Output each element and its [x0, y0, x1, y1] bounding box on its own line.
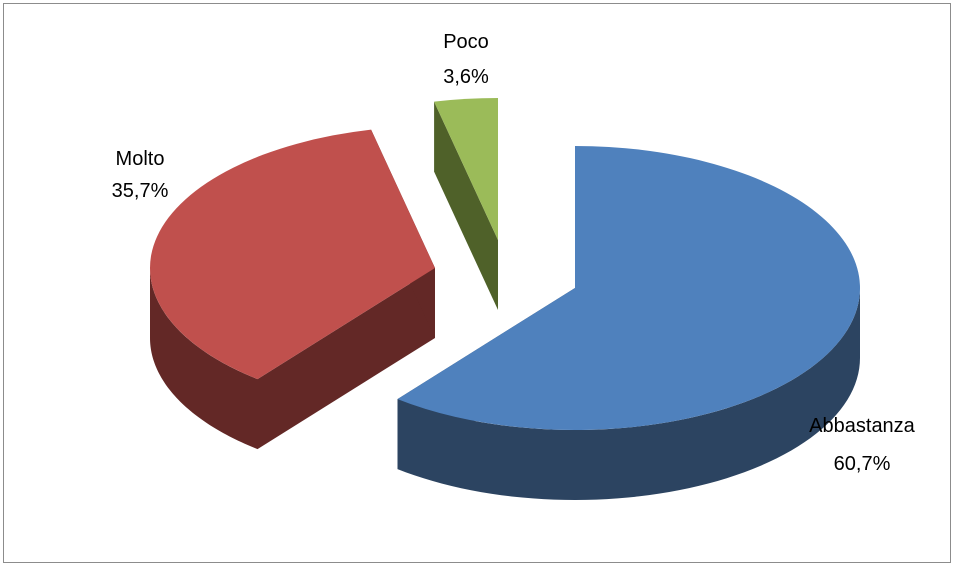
slice-abbastanza-wall: [397, 288, 860, 500]
label-molto-name: Molto: [116, 148, 165, 170]
label-abbastanza-name: Abbastanza: [809, 415, 916, 437]
slice-molto-wall: [150, 268, 258, 450]
label-poco-name: Poco: [443, 31, 489, 53]
label-molto-value: 35,7%: [112, 180, 169, 202]
label-abbastanza-value: 60,7%: [834, 453, 891, 475]
pie-tops: [150, 98, 861, 430]
slice-molto: [150, 129, 435, 380]
slice-poco-face-0: [434, 101, 498, 310]
slice-abbastanza: [397, 146, 861, 430]
slice-poco: [434, 98, 498, 240]
slice-molto-face-0: [257, 268, 435, 450]
label-poco-value: 3,6%: [443, 66, 489, 88]
pie-labels: Abbastanza 60,7% Molto 35,7% Poco 3,6%: [112, 31, 916, 475]
